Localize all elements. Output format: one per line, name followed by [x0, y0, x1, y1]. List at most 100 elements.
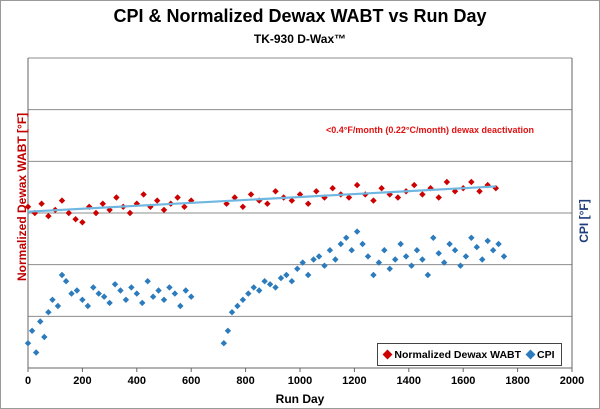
cpi-point [440, 259, 448, 266]
cpi-point [359, 240, 366, 248]
cpi-point [462, 253, 470, 260]
cpi-point [73, 287, 81, 294]
cpi-point [32, 349, 40, 356]
wabt-point [329, 185, 336, 192]
cpi-point [381, 247, 388, 254]
wabt-point [394, 194, 402, 201]
x-tick-label: 1800 [505, 375, 529, 387]
wabt-point [378, 185, 385, 192]
cpi-point [182, 287, 189, 294]
cpi-point [457, 262, 464, 269]
wabt-point [419, 191, 426, 198]
wabt-point [31, 209, 38, 217]
cpi-point [397, 240, 404, 248]
cpi-point [451, 247, 459, 254]
wabt-point [370, 197, 377, 204]
diamond-icon [525, 349, 536, 360]
wabt-point [174, 194, 181, 201]
cpi-point [28, 327, 36, 334]
cpi-point [177, 302, 184, 310]
wabt-point [45, 212, 52, 220]
cpi-point [413, 247, 421, 254]
x-tick-label: 1400 [397, 375, 421, 387]
cpi-point [256, 287, 263, 294]
cpi-point [188, 293, 195, 300]
x-tick-label: 200 [73, 375, 91, 387]
cpi-point [155, 287, 162, 294]
wabt-point [181, 203, 188, 210]
cpi-point [149, 293, 157, 300]
wabt-point [160, 206, 168, 214]
cpi-point [49, 296, 56, 303]
cpi-point [245, 290, 252, 297]
legend: Normalized Dewax WABT CPI [377, 343, 562, 366]
wabt-point [435, 194, 442, 201]
cpi-point [266, 281, 274, 288]
cpi-point [166, 284, 173, 291]
chart-subtitle: TK-930 D-Wax™ [253, 32, 347, 46]
cpi-point [430, 234, 437, 241]
data-marks [24, 178, 508, 356]
cpi-point [239, 296, 247, 303]
cpi-point [364, 253, 372, 260]
legend-item-wabt: Normalized Dewax WABT [382, 348, 522, 361]
cpi-point [326, 247, 334, 254]
cpi-point [348, 247, 355, 254]
cpi-point [106, 299, 113, 307]
cpi-point [495, 240, 502, 248]
y-axis-label-right: CPI [°F] [577, 199, 591, 243]
x-tick-label: 800 [236, 375, 254, 387]
wabt-point [99, 200, 106, 207]
x-tick-label: 1200 [342, 375, 366, 387]
wabt-point [272, 188, 279, 195]
trend-line [27, 185, 496, 213]
cpi-point [299, 259, 306, 266]
cpi-point [228, 309, 236, 316]
wabt-point [92, 209, 100, 217]
wabt-point [126, 209, 134, 217]
cpi-point [277, 274, 285, 282]
wabt-point [345, 194, 353, 201]
x-tick-label: 400 [128, 375, 146, 387]
cpi-point [122, 296, 130, 303]
cpi-point [128, 284, 135, 291]
cpi-point [386, 265, 393, 272]
legend-item-cpi: CPI [525, 348, 555, 361]
cpi-point [90, 284, 97, 291]
wabt-point [313, 188, 320, 195]
legend-label-wabt: Normalized Dewax WABT [394, 348, 522, 361]
cpi-point [139, 299, 146, 307]
cpi-point [79, 296, 86, 303]
cpi-point [288, 278, 296, 285]
wabt-point [239, 203, 247, 210]
cpi-point [37, 318, 44, 325]
chart-title: CPI & Normalized Dewax WABT vs Run Day [113, 6, 487, 26]
cpi-point [41, 333, 48, 341]
cpi-point [250, 284, 257, 291]
cpi-point [321, 262, 328, 269]
cpi-point [234, 302, 241, 310]
legend-label-cpi: CPI [537, 348, 555, 361]
wabt-point [247, 191, 255, 198]
cpi-point [375, 259, 383, 266]
cpi-point [45, 309, 52, 316]
cpi-point [68, 290, 75, 297]
cpi-point [332, 256, 339, 263]
cpi-point [62, 278, 70, 285]
y-axis-label-left: Normalized Dewax WABT [°F] [15, 112, 29, 281]
wabt-point [113, 194, 120, 201]
wabt-point [411, 181, 418, 189]
x-axis-label: Run Day [276, 392, 325, 406]
cpi-point [419, 256, 426, 263]
x-tick-label: 2000 [560, 375, 584, 387]
wabt-point [65, 209, 72, 217]
wabt-point [288, 197, 296, 204]
wabt-point [304, 200, 312, 207]
cpi-point [304, 271, 312, 279]
diamond-icon [382, 349, 393, 360]
cpi-point [294, 265, 301, 272]
cpi-point [224, 327, 232, 334]
cpi-point [468, 234, 475, 241]
